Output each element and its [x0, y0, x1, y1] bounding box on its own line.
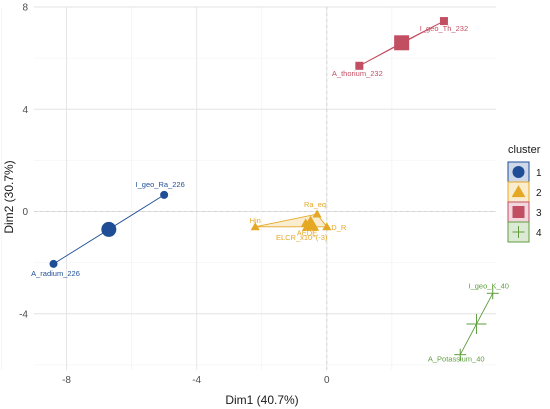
grid [1, 6, 496, 370]
cluster-hulls [53, 20, 494, 355]
point-2-1 [312, 209, 322, 218]
point-label: Ra_eq [304, 200, 326, 209]
point-4-1 [454, 348, 467, 361]
point-4-0 [486, 287, 499, 300]
point-label: D_R [331, 223, 347, 232]
x-tick-label: -8 [62, 375, 71, 386]
x-tick-label: -4 [192, 375, 201, 386]
point-labels: I_geo_Ra_226 A_radium_226 Hin Ra_eq D_R AEDEE… [31, 24, 509, 364]
legend-symbol-3 [512, 206, 525, 218]
point-label: A_thorium_232 [332, 69, 383, 78]
y-tick-label: 0 [22, 207, 28, 218]
point-label: A_Potassium_40 [428, 355, 485, 364]
point-label: A_radium_226 [31, 269, 80, 278]
tick-labels: -8 -4 0 -4 0 4 8 [19, 3, 330, 387]
cluster-center-1 [101, 221, 117, 237]
point-2-0 [250, 222, 260, 231]
data-points [49, 17, 499, 361]
point-label: I_geo_K_40 [469, 281, 509, 290]
point-3-0 [439, 17, 448, 26]
y-tick-label: -4 [19, 309, 28, 320]
legend: cluster 1 2 3 4 [507, 144, 542, 243]
point-label: I_geo_Ra_226 [136, 180, 185, 189]
point-1-1 [49, 259, 58, 268]
legend-label-4: 4 [536, 228, 542, 239]
x-axis-title: Dim1 (40.7%) [225, 393, 298, 407]
point-1-0 [160, 190, 169, 199]
point-label: I_geo_Th_232 [420, 24, 468, 33]
legend-title: cluster [508, 144, 541, 156]
legend-label-1: 1 [536, 168, 542, 179]
legend-symbol-2 [511, 185, 526, 198]
legend-symbol-4 [512, 226, 525, 238]
legend-label-2: 2 [536, 188, 542, 199]
cluster-center-4 [466, 313, 487, 334]
point-3-1 [355, 61, 364, 70]
y-tick-label: 4 [22, 105, 28, 116]
x-tick-label: 0 [324, 375, 330, 386]
legend-symbol-1 [512, 166, 525, 178]
legend-label-3: 3 [536, 208, 542, 219]
y-tick-label: 8 [22, 3, 28, 14]
point-2-2 [322, 222, 332, 231]
point-label: Hin [250, 216, 261, 225]
point-label: AEDE [297, 229, 317, 238]
cluster-center-2 [301, 215, 320, 231]
cluster-center-3 [394, 35, 410, 51]
y-axis-title: Dim2 (30.7%) [2, 160, 16, 233]
point-label: ELCR_x10^(-3) [276, 233, 328, 242]
